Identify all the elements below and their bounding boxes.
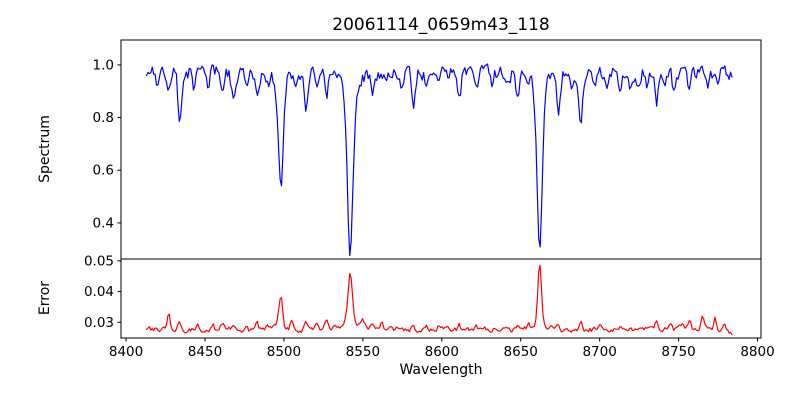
data-layer [145,63,733,336]
x-tick-label: 8750 [661,344,695,360]
error-panel-frame [120,258,762,339]
error-line [145,264,733,336]
x-tick-label: 8600 [425,344,459,360]
spectrum-line [145,63,733,257]
y-axis-label-error: Error [37,281,53,315]
x-tick-label: 8800 [740,344,774,360]
x-tick-label: 8700 [582,344,616,360]
spectrum-y-tick-label: 0.4 [93,215,114,231]
x-tick-label: 8400 [109,344,143,360]
spectrum-y-tick-label: 0.8 [93,110,114,126]
x-axis-label: Wavelength [399,362,482,378]
spectrum-y-tick-label: 1.0 [93,57,114,73]
x-tick-label: 8550 [346,344,380,360]
chart-title: 20061114_0659m43_118 [332,15,549,35]
error-y-tick-label: 0.03 [84,315,114,331]
x-tick-label: 8650 [504,344,538,360]
error-y-tick-label: 0.05 [84,253,114,269]
x-tick-label: 8450 [188,344,222,360]
y-axis-label-spectrum: Spectrum [37,115,53,183]
axes-layer: 8400 8450 8500 8550 8600 8650 8700 8750 8800 1.0 0… [84,39,775,360]
x-tick-label: 8500 [267,344,301,360]
error-y-tick-label: 0.04 [84,284,114,300]
spectrum-y-tick-label: 0.6 [93,163,114,179]
